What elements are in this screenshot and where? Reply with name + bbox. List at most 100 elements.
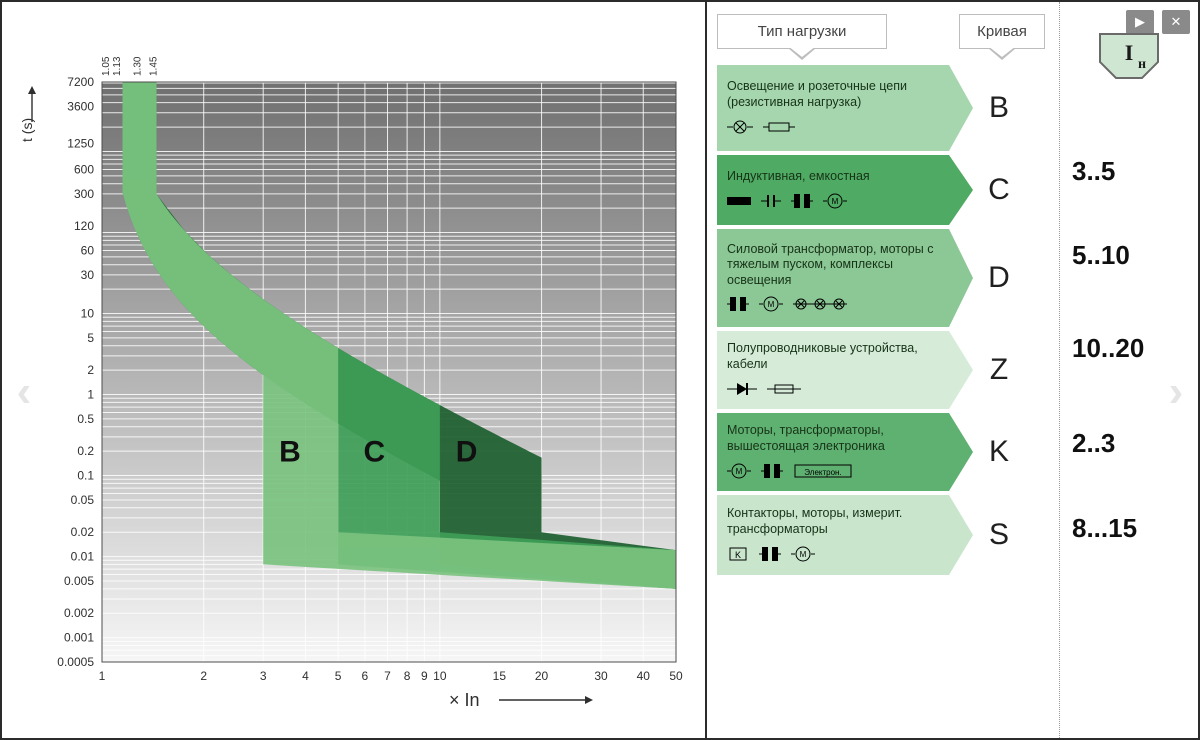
- svg-text:0.01: 0.01: [71, 550, 95, 564]
- load-type-chip: Освещение и розеточные цепи (резистивная…: [717, 65, 973, 151]
- svg-text:5: 5: [87, 331, 94, 345]
- svg-text:6: 6: [362, 669, 369, 683]
- load-type-chip: Индуктивная, емкостнаяM: [717, 155, 973, 225]
- lamp-icon: [727, 118, 753, 136]
- svg-text:M: M: [832, 197, 839, 206]
- curve-letter: D: [973, 261, 1025, 295]
- svg-text:3: 3: [260, 669, 267, 683]
- svg-text:2: 2: [200, 669, 207, 683]
- curve-letter: C: [973, 173, 1025, 207]
- svg-text:4: 4: [302, 669, 309, 683]
- load-type-icons: [727, 117, 944, 137]
- svg-text:0.0005: 0.0005: [57, 655, 94, 669]
- load-type-icons: M: [727, 191, 944, 211]
- load-type-icons: KM: [727, 544, 944, 564]
- header-curve: Кривая: [959, 14, 1045, 49]
- transformer-icon: [727, 295, 749, 313]
- electronics-box-icon: Электрон.: [793, 463, 853, 479]
- svg-text:D: D: [456, 435, 478, 468]
- svg-text:M: M: [800, 550, 807, 559]
- svg-text:2: 2: [87, 363, 94, 377]
- load-type-icons: [727, 379, 944, 399]
- next-button[interactable]: ›: [1156, 362, 1196, 422]
- play-button[interactable]: ▶: [1126, 10, 1154, 34]
- svg-text:1.30: 1.30: [132, 56, 143, 76]
- curve-letter: S: [973, 518, 1025, 552]
- svg-text:5: 5: [335, 669, 342, 683]
- curve-letter: Z: [973, 353, 1025, 387]
- contactor-icon: K: [727, 545, 749, 563]
- capacitor-icon: [761, 193, 781, 209]
- svg-text:10: 10: [81, 307, 95, 321]
- svg-text:0.5: 0.5: [77, 412, 94, 426]
- svg-text:1250: 1250: [67, 137, 94, 151]
- transformer-icon: [761, 462, 783, 480]
- svg-text:Электрон.: Электрон.: [804, 468, 841, 477]
- transformer-icon: [791, 192, 813, 210]
- svg-text:C: C: [364, 435, 386, 468]
- load-type-icons: M: [727, 294, 944, 314]
- load-type-chip: Полупроводниковые устройства, кабели: [717, 331, 973, 409]
- resistor-icon: [763, 120, 795, 134]
- svg-text:120: 120: [74, 219, 94, 233]
- svg-text:0.1: 0.1: [77, 469, 94, 483]
- diode-icon: [727, 381, 757, 397]
- legend-row-Z: Полупроводниковые устройства, кабели Z: [717, 331, 1055, 409]
- svg-text:1.45: 1.45: [149, 56, 160, 76]
- chart-panel: B C D 0.0005 0.001 0.002 0.005 0.01 0.02 0.05 0.1 0…: [2, 2, 707, 738]
- svg-text:I: I: [1125, 40, 1134, 65]
- legend-panel: Тип нагрузки Кривая Освещение и розеточн…: [707, 2, 1060, 738]
- svg-text:9: 9: [421, 669, 428, 683]
- transformer-icon: [759, 545, 781, 563]
- motor-icon: M: [759, 295, 783, 313]
- load-type-desc: Полупроводниковые устройства, кабели: [727, 341, 944, 372]
- curve-letter: B: [973, 91, 1025, 125]
- legend-row-B: Освещение и розеточные цепи (резистивная…: [717, 65, 1055, 151]
- svg-text:1: 1: [99, 669, 106, 683]
- close-button[interactable]: ✕: [1162, 10, 1190, 34]
- legend-row-K: Моторы, трансформаторы, вышестоящая элек…: [717, 413, 1055, 491]
- svg-text:600: 600: [74, 162, 94, 176]
- rating-K: 8...15: [1072, 513, 1194, 544]
- svg-text:40: 40: [637, 669, 651, 683]
- svg-text:8: 8: [404, 669, 411, 683]
- svg-text:50: 50: [669, 669, 683, 683]
- load-type-desc: Моторы, трансформаторы, вышестоящая элек…: [727, 423, 944, 454]
- motor-icon: M: [823, 192, 847, 210]
- curve-letter: K: [973, 435, 1025, 469]
- load-type-icons: M Электрон.: [727, 461, 944, 481]
- svg-text:1: 1: [87, 388, 94, 402]
- coil-block-icon: [727, 194, 751, 208]
- load-type-desc: Контакторы, моторы, измерит. трансформат…: [727, 506, 944, 537]
- svg-text:20: 20: [535, 669, 549, 683]
- load-type-desc: Силовой трансформатор, моторы с тяжелым …: [727, 242, 944, 289]
- legend-row-C: Индуктивная, емкостнаяMC: [717, 155, 1055, 225]
- load-type-chip: Моторы, трансформаторы, вышестоящая элек…: [717, 413, 973, 491]
- legend-row-S: Контакторы, моторы, измерит. трансформат…: [717, 495, 1055, 575]
- svg-text:3600: 3600: [67, 99, 94, 113]
- header-load-type: Тип нагрузки: [717, 14, 887, 49]
- ratings-panel: ▶ ✕ I н 3..55..1010..202..38...15 ›: [1060, 2, 1198, 738]
- prev-button[interactable]: ‹: [4, 362, 44, 422]
- trip-curve-chart: B C D 0.0005 0.001 0.002 0.005 0.01 0.02 0.05 0.1 0…: [8, 8, 701, 728]
- svg-text:0.002: 0.002: [64, 606, 94, 620]
- rating-C: 5..10: [1072, 240, 1194, 271]
- svg-text:7200: 7200: [67, 75, 94, 89]
- svg-text:0.2: 0.2: [77, 444, 94, 458]
- svg-text:0.02: 0.02: [71, 525, 95, 539]
- motor-icon: M: [791, 545, 815, 563]
- svg-text:B: B: [279, 435, 301, 468]
- load-type-chip: Силовой трансформатор, моторы с тяжелым …: [717, 229, 973, 327]
- fuse-icon: [767, 382, 801, 396]
- svg-text:0.05: 0.05: [71, 493, 95, 507]
- svg-text:0.005: 0.005: [64, 574, 94, 588]
- svg-text:10: 10: [433, 669, 447, 683]
- svg-text:× In: × In: [449, 690, 480, 710]
- legend-row-D: Силовой трансформатор, моторы с тяжелым …: [717, 229, 1055, 327]
- svg-text:M: M: [736, 467, 743, 476]
- load-type-chip: Контакторы, моторы, измерит. трансформат…: [717, 495, 973, 575]
- rating-Z: 2..3: [1072, 428, 1194, 459]
- svg-text:0.001: 0.001: [64, 631, 94, 645]
- rating-D: 10..20: [1072, 333, 1194, 364]
- rating-B: 3..5: [1072, 156, 1194, 187]
